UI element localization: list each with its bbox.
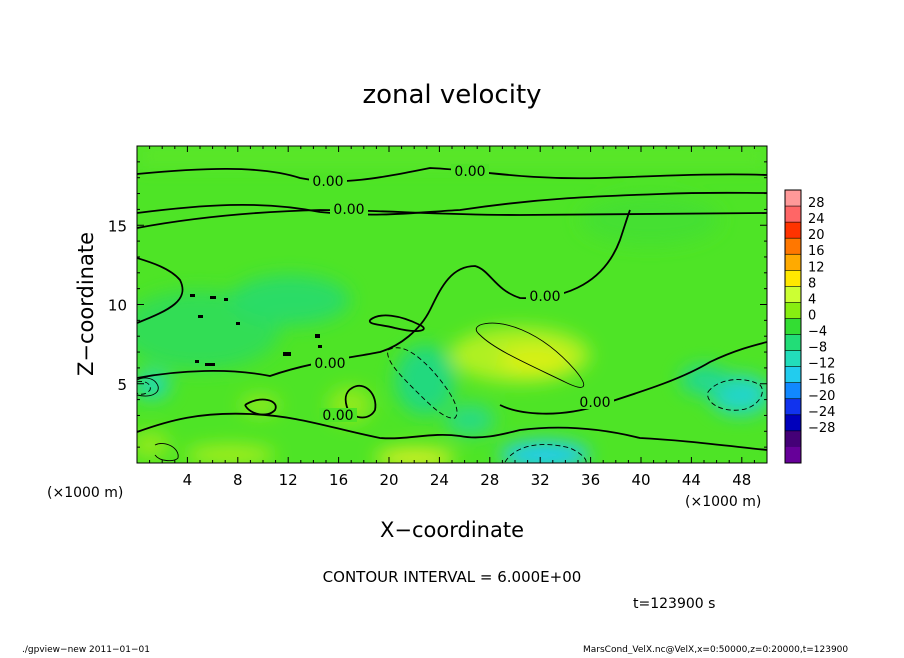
colorbar-label: 16 bbox=[808, 244, 825, 259]
colorbar-label: 28 bbox=[808, 196, 825, 211]
colorbar-swatch bbox=[785, 302, 801, 319]
shaded-field: 0.00 0.00 0.00 0.00 0.00 0.00 0.00 bbox=[137, 146, 767, 463]
x-tick-label: 4 bbox=[183, 471, 193, 489]
footer-left: ./gpview−new 2011−01−01 bbox=[22, 645, 150, 654]
chart-title: zonal velocity bbox=[362, 80, 541, 110]
x-tick-label: 20 bbox=[379, 471, 398, 489]
contour-label: 0.00 bbox=[454, 164, 485, 180]
x-tick-label: 32 bbox=[531, 471, 550, 489]
contour-label: 0.00 bbox=[579, 395, 610, 411]
contour-label: 0.00 bbox=[314, 356, 345, 372]
colorbar-label: 0 bbox=[808, 308, 816, 323]
colorbar-swatch bbox=[785, 190, 801, 207]
colorbar-swatch bbox=[785, 222, 801, 239]
colorbar-label: 4 bbox=[808, 292, 816, 307]
colorbar-label: 24 bbox=[808, 212, 825, 227]
y-tick-label: 15 bbox=[108, 217, 127, 235]
x-unit-left: (×1000 m) bbox=[47, 485, 123, 501]
colorbar-swatch bbox=[785, 366, 801, 384]
x-tick-label: 40 bbox=[631, 471, 650, 489]
x-tick-label: 12 bbox=[279, 471, 298, 489]
colorbar-label: 12 bbox=[808, 260, 825, 275]
y-tick-label: 10 bbox=[108, 297, 127, 315]
x-unit-right: (×1000 m) bbox=[685, 494, 761, 510]
colorbar-swatch bbox=[785, 382, 801, 400]
colorbar-label: 8 bbox=[808, 276, 816, 291]
colorbar-swatch bbox=[785, 318, 801, 336]
y-tick-label: 5 bbox=[117, 376, 127, 394]
contour-label: 0.00 bbox=[333, 202, 364, 218]
colorbar-swatch bbox=[785, 446, 801, 464]
footer-right: MarsCond_VelX.nc@VelX,x=0:50000,z=0:2000… bbox=[583, 645, 848, 654]
x-tick-label: 8 bbox=[233, 471, 243, 489]
colorbar-label: −24 bbox=[808, 405, 835, 420]
colorbar-swatch bbox=[785, 350, 801, 368]
contour-interval-label: CONTOUR INTERVAL = 6.000E+00 bbox=[323, 568, 582, 586]
colorbar-swatch bbox=[785, 414, 801, 432]
colorbar-swatch bbox=[785, 430, 801, 448]
contour-label: 0.00 bbox=[312, 174, 343, 190]
y-axis-label: Z−coordinate bbox=[74, 232, 98, 376]
contour-label: 0.00 bbox=[529, 289, 560, 305]
colorbar-swatch bbox=[785, 238, 801, 255]
x-tick-label: 44 bbox=[682, 471, 701, 489]
colorbar-swatch bbox=[785, 334, 801, 352]
colorbar-swatch bbox=[785, 254, 801, 271]
colorbar-label: −4 bbox=[808, 325, 827, 340]
x-tick-label: 48 bbox=[732, 471, 751, 489]
colorbar-swatch bbox=[785, 206, 801, 223]
contour-label: 0.00 bbox=[322, 408, 353, 424]
x-axis-ticks: 4 8 12 16 20 24 28 32 36 40 44 48 bbox=[149, 146, 755, 489]
colorbar-label: −8 bbox=[808, 341, 827, 356]
x-axis-label: X−coordinate bbox=[380, 518, 524, 542]
colorbar-label: −12 bbox=[808, 357, 835, 372]
zero-contours bbox=[137, 167, 767, 451]
time-label: t=123900 s bbox=[633, 596, 715, 612]
colorbar-label: −20 bbox=[808, 389, 835, 404]
y-axis-ticks: 5 10 15 bbox=[108, 161, 767, 448]
colorbar-label: 20 bbox=[808, 228, 825, 243]
colorbar-swatch bbox=[785, 286, 801, 303]
colorbar-label: −16 bbox=[808, 373, 835, 388]
x-tick-label: 36 bbox=[581, 471, 600, 489]
x-tick-label: 16 bbox=[329, 471, 348, 489]
colorbar-label: −28 bbox=[808, 421, 835, 436]
colorbar-swatch bbox=[785, 398, 801, 416]
x-tick-label: 28 bbox=[480, 471, 499, 489]
colorbar-swatch bbox=[785, 270, 801, 287]
x-tick-label: 24 bbox=[430, 471, 449, 489]
